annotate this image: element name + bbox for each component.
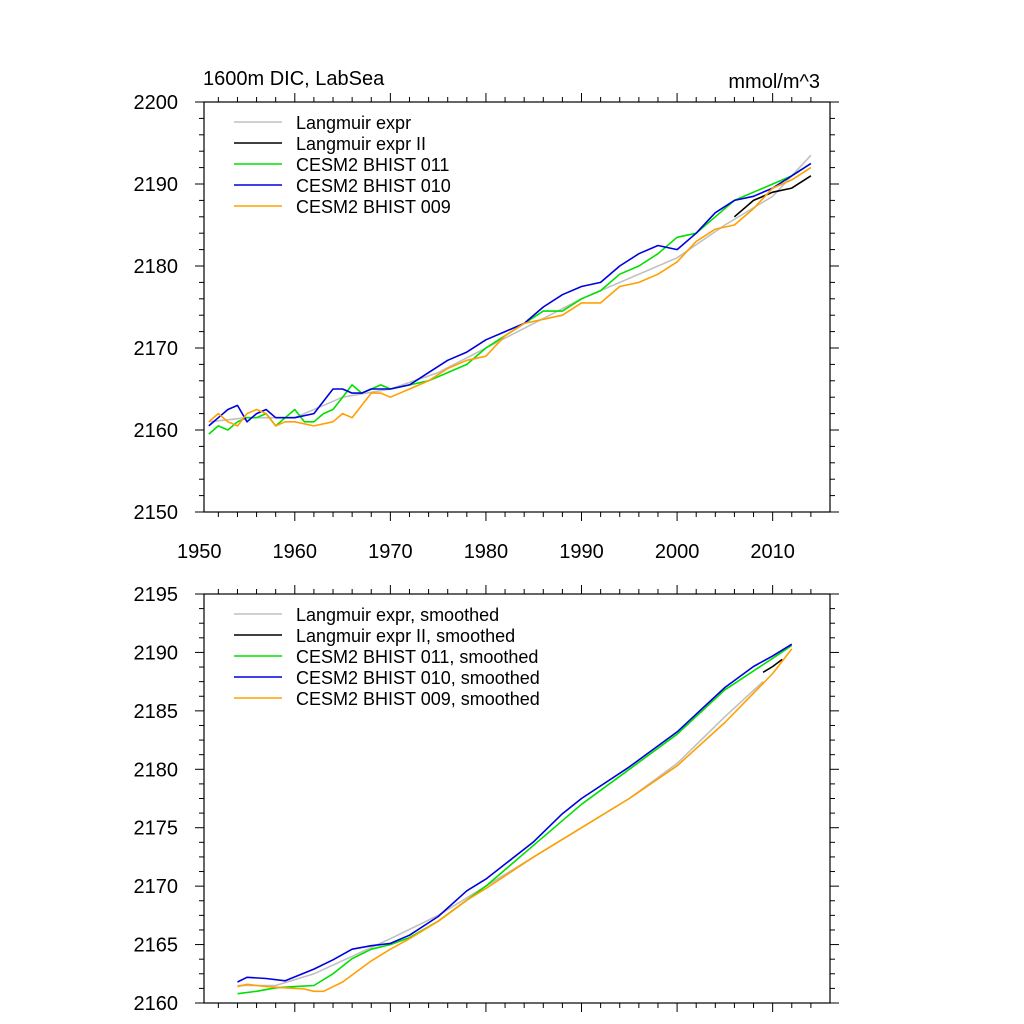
series-line-2 [762,658,783,673]
series-line-5 [208,166,812,427]
legend-label-1: Langmuir expr, smoothed [296,605,499,625]
y-tick-label: 2195 [134,584,179,606]
y-tick-label: 2180 [134,759,179,781]
x-tick-label: 1980 [464,541,509,563]
axes-ticks [195,93,839,521]
x-tick-label: 2000 [655,541,700,563]
legend-label-4: CESM2 BHIST 010 [296,176,451,196]
y-tick-label: 2170 [134,876,179,898]
legend-label-5: CESM2 BHIST 009 [296,197,451,217]
legend-label-1: Langmuir expr [296,113,411,133]
y-tick-label: 2165 [134,935,179,957]
plot-frame [203,101,831,513]
legend-label-5: CESM2 BHIST 009, smoothed [296,689,540,709]
chart-title-left: 1600m DIC, LabSea [203,68,385,90]
legend-label-3: CESM2 BHIST 011, smoothed [296,647,538,667]
legend-label-4: CESM2 BHIST 010, smoothed [296,668,540,688]
x-tick-label: 1960 [273,541,318,563]
legend-label-3: CESM2 BHIST 011 [296,155,449,175]
y-tick-label: 2190 [134,642,179,664]
series-line-2 [733,175,812,218]
y-tick-label: 2175 [134,818,179,840]
legend-label-2: Langmuir expr II [296,134,426,154]
series-lines [208,154,812,435]
x-tick-label: 1950 [177,541,222,563]
series-lines [237,643,793,995]
top-chart-dic-timeseries: 1600m DIC, LabSea mmol/m^3 1950 1960 1970 1… [134,68,839,563]
x-tick-label: 1990 [559,541,604,563]
y-tick-label: 2180 [134,256,179,278]
y-tick-label: 2160 [134,993,179,1015]
series-line-4 [208,162,812,427]
y-tick-label: 2190 [134,174,179,196]
y-tick-label: 2185 [134,701,179,723]
series-line-1 [208,154,812,423]
y-tick-label: 2150 [134,502,179,524]
bottom-chart-dic-smoothed: 2160 2165 2170 2175 2180 2185 2190 2195 Langmuir… [134,584,839,1015]
axes-ticks [195,585,839,1012]
x-tick-label: 2010 [750,541,795,563]
x-tick-label: 1970 [368,541,413,563]
y-tick-label: 2200 [134,92,179,114]
series-line-3 [237,644,793,995]
legend-label-2: Langmuir expr II, smoothed [296,626,515,646]
series-line-5 [237,648,793,993]
series-line-4 [237,643,793,983]
y-tick-label: 2160 [134,420,179,442]
y-tick-label: 2170 [134,338,179,360]
chart-units-label: mmol/m^3 [728,71,820,93]
